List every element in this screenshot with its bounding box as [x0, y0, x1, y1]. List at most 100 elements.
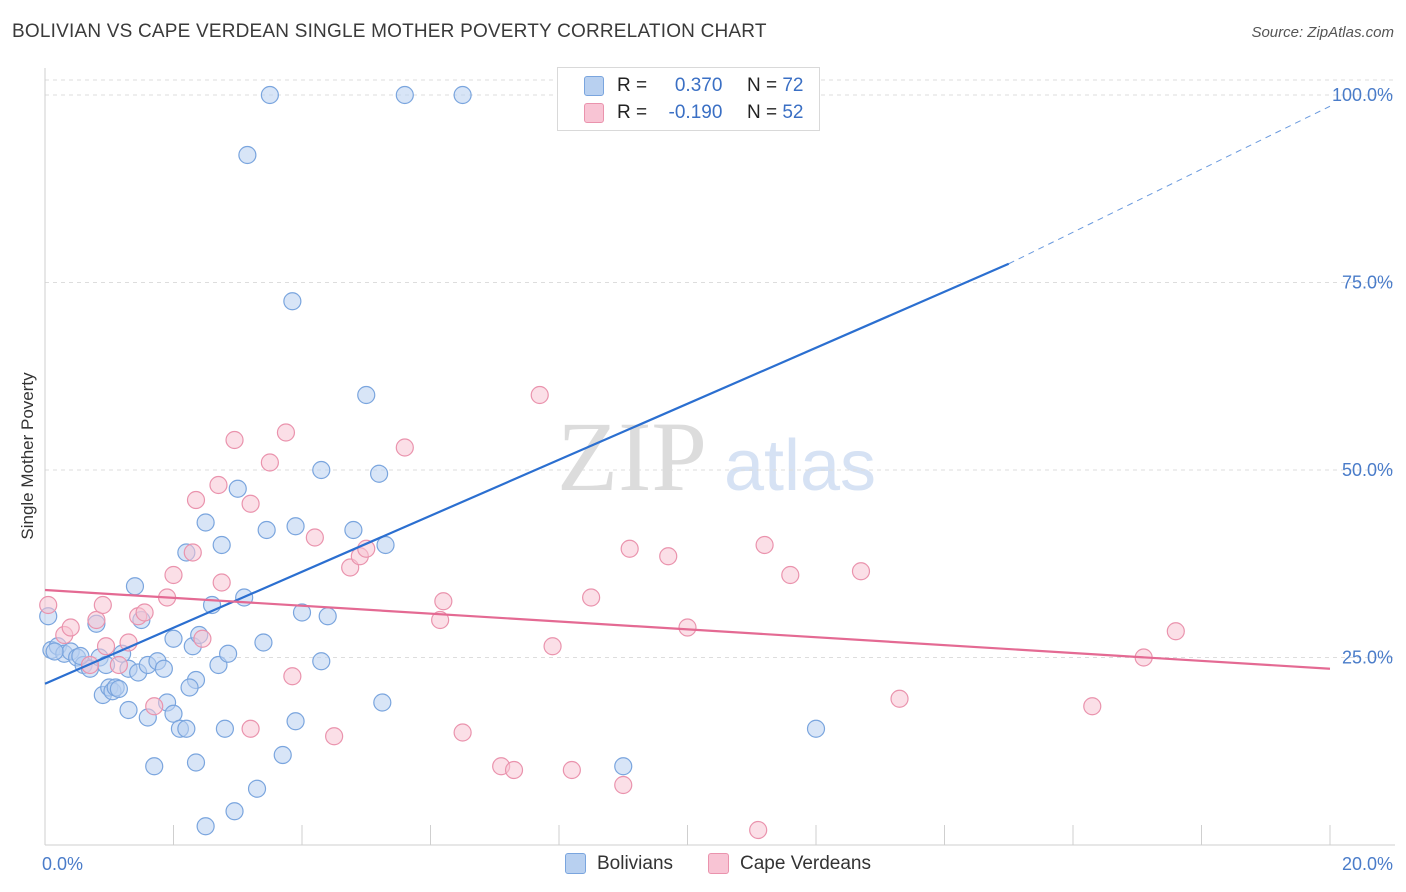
cape-verdeans-point — [1083, 697, 1102, 716]
legend-n-value: 52 — [782, 102, 804, 123]
tick-labels: 25.0% 50.0% 75.0% 100.0% 0.0% 20.0% — [42, 85, 1393, 874]
cape-verdeans-point — [145, 697, 164, 716]
bolivians-point — [186, 753, 206, 772]
x-tick-label-20: 20.0% — [1342, 854, 1393, 874]
bolivians-point — [344, 520, 363, 540]
cape-verdeans-point — [582, 588, 601, 607]
cape-verdeans-point — [543, 637, 562, 656]
legend-r-value: -0.190 — [668, 102, 723, 123]
legend-swatch-bolivians — [584, 76, 604, 96]
cape-verdeans-points — [39, 385, 1185, 840]
bolivians-point — [453, 85, 472, 105]
legend-text-cape-verdeans: R = -0.190 N = 52 — [617, 101, 803, 125]
bottom-legend-label-cape-verdeans: Cape Verdeans — [740, 853, 871, 874]
cape-verdeans-point — [678, 618, 697, 637]
axes — [44, 68, 1395, 846]
legend-n-value: 72 — [782, 75, 804, 96]
chart-title: BOLIVIAN VS CAPE VERDEAN SINGLE MOTHER P… — [12, 21, 767, 42]
cape-verdeans-point — [186, 490, 206, 510]
cape-verdeans-point — [305, 528, 324, 547]
cape-verdeans-point — [87, 610, 106, 630]
bolivians-point — [286, 712, 305, 731]
bolivians-point — [196, 513, 215, 532]
bolivians-point — [212, 535, 231, 555]
bolivians-point — [238, 145, 257, 165]
legend-text-bolivians: R = 0.370 N = 72 — [617, 74, 803, 98]
cape-verdeans-point — [851, 562, 871, 581]
bolivians-point — [283, 292, 302, 311]
bolivians-point — [395, 85, 414, 105]
bottom-legend-swatch-bolivians — [565, 853, 586, 874]
trend-lines — [44, 105, 1331, 685]
bolivians-point — [254, 633, 273, 652]
cape-verdeans-point — [781, 565, 800, 585]
cape-verdeans-point — [755, 535, 774, 555]
y-tick-label-50: 50.0% — [1342, 460, 1393, 480]
cape-verdeans-point — [260, 453, 279, 472]
cape-verdeans-point — [890, 689, 909, 708]
bolivians-point — [45, 642, 64, 661]
cape-verdeans-point — [96, 637, 116, 656]
bolivians-point — [247, 779, 267, 798]
cape-verdeans-point — [212, 573, 231, 592]
cape-verdeans-point — [93, 595, 112, 615]
legend-n-label: N = — [746, 102, 778, 123]
bolivians-point — [125, 577, 145, 596]
bolivians-point — [177, 719, 196, 738]
bolivians-point — [228, 479, 247, 498]
cape-verdeans-point — [61, 618, 80, 637]
watermark-zip: ZIP — [557, 401, 707, 512]
bolivians-point — [180, 678, 199, 697]
cape-verdeans-point — [39, 595, 58, 615]
bolivians-point — [357, 385, 376, 405]
bolivians-point — [312, 460, 331, 480]
bolivians-trend-line — [44, 262, 1010, 685]
gridlines — [45, 79, 1395, 658]
cape-verdeans-point — [614, 775, 633, 795]
cape-verdeans-point — [434, 592, 453, 611]
bolivians-point — [312, 652, 331, 671]
bolivians-point — [219, 644, 238, 663]
cape-verdeans-point — [109, 655, 128, 675]
correlation-legend: R = 0.370 N = 72 R = -0.190 N = 52 — [557, 67, 820, 131]
cape-verdeans-point — [283, 667, 302, 686]
cape-verdeans-point — [241, 719, 260, 738]
bolivians-point — [154, 659, 173, 678]
bolivians-point — [196, 817, 215, 836]
cape-verdeans-point — [241, 494, 260, 513]
cape-verdeans-point — [276, 423, 296, 442]
source-label: Source: ZipAtlas.com — [1251, 24, 1394, 41]
bolivians-point — [119, 700, 138, 720]
y-tick-label-25: 25.0% — [1342, 648, 1393, 668]
cape-verdeans-point — [504, 760, 524, 780]
bolivians-point — [286, 517, 305, 536]
bolivians-point — [109, 679, 128, 699]
y-tick-label-100: 100.0% — [1332, 85, 1393, 105]
bolivians-point — [273, 745, 292, 765]
cape-verdeans-trend-line — [44, 588, 1331, 670]
bolivians-point — [215, 719, 234, 738]
bolivians-point — [225, 802, 244, 821]
cape-verdeans-point — [135, 603, 154, 622]
cape-verdeans-point — [164, 565, 183, 585]
cape-verdeans-point — [620, 539, 639, 558]
legend-swatch-cape-verdeans — [584, 103, 604, 123]
cape-verdeans-point — [183, 543, 202, 562]
bolivians-point — [164, 629, 183, 648]
cape-verdeans-point — [193, 629, 212, 648]
cape-verdeans-point — [395, 438, 414, 457]
cape-verdeans-point — [209, 475, 228, 495]
bolivians-trend-extension — [1008, 105, 1331, 265]
cape-verdeans-point — [659, 547, 678, 566]
bolivians-point — [260, 85, 279, 105]
bolivians-point — [292, 603, 312, 622]
bolivians-point — [164, 704, 183, 723]
watermark: ZIP atlas — [557, 401, 876, 512]
bolivians-point — [614, 757, 633, 776]
cape-verdeans-point — [453, 723, 472, 742]
bolivians-point — [318, 607, 337, 626]
cape-verdeans-point — [325, 727, 344, 746]
x-tick-label-0: 0.0% — [42, 854, 83, 874]
legend-r-label: R = — [617, 75, 648, 96]
